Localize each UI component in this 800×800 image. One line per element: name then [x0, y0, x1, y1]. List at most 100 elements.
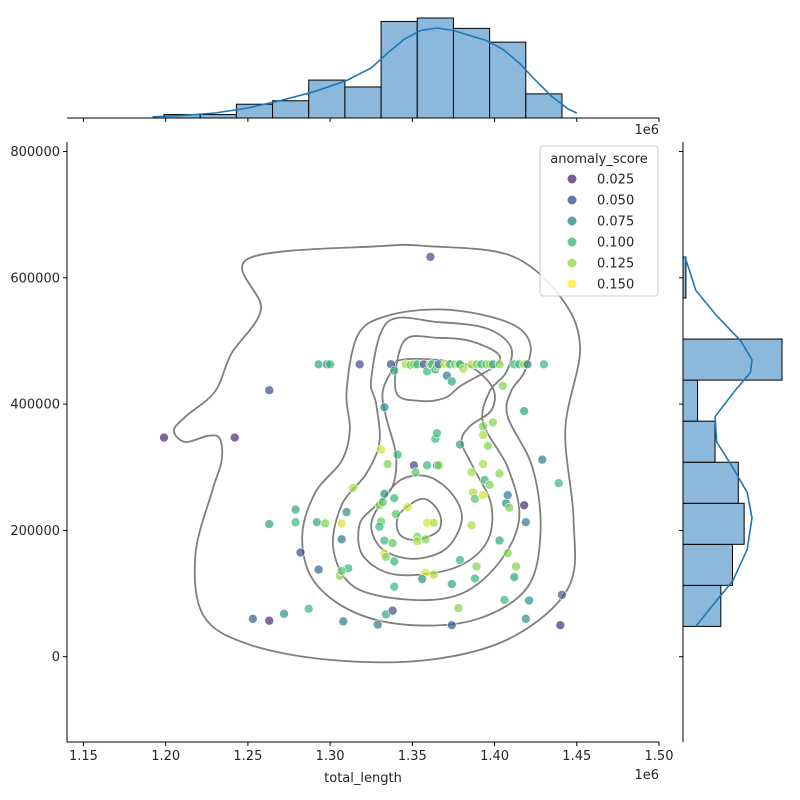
y-tick-label: 400000 [10, 398, 60, 413]
kde-contour [370, 474, 463, 560]
scatter-point [379, 488, 390, 499]
scatter-point [504, 502, 515, 513]
scatter-point [494, 468, 505, 479]
scatter-point [354, 359, 365, 370]
scatter-point [425, 252, 436, 262]
scatter-point [539, 359, 549, 370]
x-marginal-offset: 1e6 [634, 123, 659, 138]
scatter-point [264, 615, 275, 626]
x-tick-label: 1.35 [398, 749, 427, 764]
scatter-plot-area: 1.15 1.20 1.25 1.30 1.35 1.40 1.45 1.50 0 200000 4… [10, 118, 683, 786]
scatter-point [389, 581, 400, 592]
scatter-point [374, 521, 385, 532]
x-histogram-bar [452, 27, 491, 119]
scatter-point [446, 620, 457, 630]
legend-label: 0.100 [597, 236, 634, 251]
scatter-point [478, 421, 488, 432]
scatter-point [519, 406, 529, 416]
scatter-point [455, 555, 465, 565]
legend-marker [567, 279, 577, 289]
x-axis-offset: 1e6 [634, 768, 659, 783]
scatter-point [484, 480, 495, 490]
legend-frame [539, 145, 659, 297]
scatter-point [303, 603, 314, 614]
x-tick-label: 1.20 [151, 749, 180, 764]
scatter-point [455, 439, 465, 450]
scatter-point [524, 595, 534, 606]
scatter-point [497, 380, 508, 391]
scatter-point [471, 561, 482, 572]
scatter-point [229, 432, 240, 443]
y-tick-label: 0 [52, 650, 60, 665]
y-histogram-bar [682, 379, 699, 422]
scatter-point [453, 603, 464, 613]
y-histogram-bar [682, 256, 687, 299]
y-tick-label: 200000 [10, 524, 60, 539]
legend-label: 0.050 [597, 194, 634, 209]
scatter-point [478, 459, 488, 469]
x-histogram-bar [199, 114, 237, 119]
legend-label: 0.125 [597, 257, 634, 272]
kde-contour [301, 308, 542, 627]
x-axis-label: total_length [324, 771, 402, 786]
scatter-point [499, 595, 510, 605]
scatter-point [458, 363, 469, 374]
x-tick-label: 1.45 [562, 749, 591, 764]
scatter-point [494, 359, 505, 370]
scatter-point [320, 518, 330, 529]
y-histogram-bar [682, 584, 722, 627]
scatter-point [522, 359, 533, 370]
scatter-point [391, 509, 401, 519]
scatter-point [502, 490, 513, 500]
y-histogram-bar [682, 338, 783, 381]
scatter-point [420, 534, 431, 545]
legend-marker [567, 216, 577, 226]
scatter-point [379, 535, 390, 546]
x-tick-label: 1.25 [233, 749, 262, 764]
legend-marker [567, 195, 577, 205]
x-histogram-bar [380, 20, 418, 119]
kde-contour [357, 357, 496, 577]
scatter-point [520, 614, 531, 624]
scatter-point [478, 490, 488, 500]
y-kde-curve [683, 256, 753, 627]
x-marginal-histogram [67, 17, 659, 119]
scatter-point [417, 574, 428, 584]
scatter-point [279, 608, 289, 619]
x-tick-label: 1.30 [316, 749, 345, 764]
legend-label: 0.025 [597, 173, 634, 188]
x-tick-label: 1.40 [480, 749, 509, 764]
scatter-point [336, 518, 347, 529]
scatter-point [313, 359, 324, 370]
x-tick-label: 1.15 [69, 749, 98, 764]
x-tick-label: 1.50 [645, 749, 674, 764]
scatter-point [387, 538, 398, 548]
scatter-point [557, 590, 567, 600]
scatter-point [478, 430, 488, 440]
legend-title: anomaly_score [550, 152, 648, 167]
x-histogram-bar [308, 79, 346, 119]
y-histogram-bar [682, 543, 733, 586]
scatter-point [341, 507, 352, 517]
scatter-point [483, 440, 493, 451]
scatter-point [159, 432, 169, 443]
scatter-point [389, 493, 400, 504]
scatter-point [295, 547, 306, 558]
scatter-point [422, 460, 432, 471]
scatter-point [537, 454, 548, 465]
scatter-point [387, 605, 398, 616]
scatter-point [555, 620, 566, 630]
scatter-point [520, 517, 531, 528]
scatter-point [338, 616, 349, 627]
y-tick-label: 800000 [10, 145, 60, 160]
scatter-point [502, 548, 513, 558]
scatter-point [494, 535, 505, 546]
scatter-point [432, 428, 442, 438]
scatter-point [402, 502, 413, 512]
scatter-point [389, 365, 400, 376]
x-kde-curve [152, 27, 578, 118]
y-histogram-bar [682, 461, 739, 504]
scatter-point [336, 566, 347, 576]
x-histogram-bar [272, 100, 310, 119]
scatter-point [470, 494, 480, 504]
